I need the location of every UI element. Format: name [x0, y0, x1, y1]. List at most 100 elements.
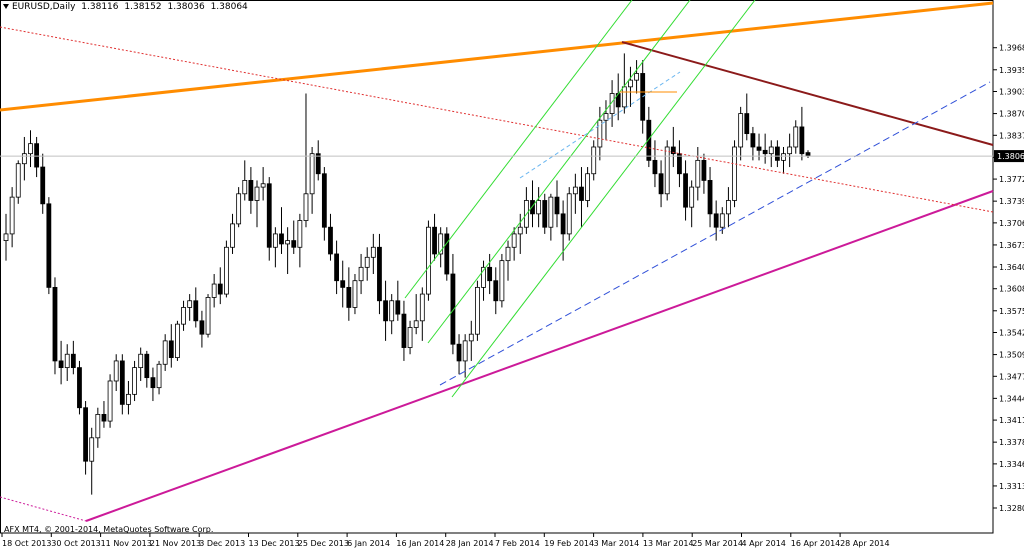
- candle-body: [634, 73, 639, 81]
- candle-body: [762, 149, 768, 155]
- candle-body: [444, 233, 450, 275]
- candle-body: [609, 93, 615, 114]
- candle-body: [468, 333, 474, 342]
- candle-body: [64, 353, 70, 369]
- candle-body: [499, 260, 505, 302]
- candle-body: [450, 273, 456, 345]
- candle-body: [309, 153, 315, 195]
- candle-body: [603, 113, 609, 121]
- candle-body: [726, 200, 731, 215]
- green-channel-middle: [427, 0, 691, 344]
- symbol-label: EURUSD,Daily: [12, 2, 76, 12]
- candle-body: [199, 320, 205, 335]
- candle-body: [658, 173, 664, 195]
- high-value: 1.38152: [124, 2, 162, 12]
- candle-body: [542, 200, 548, 228]
- candle-body: [58, 360, 64, 369]
- candle-body: [126, 393, 131, 405]
- candle-body: [34, 143, 40, 168]
- candle-body: [456, 343, 462, 362]
- candle-body: [395, 300, 401, 315]
- candle-body: [750, 133, 756, 148]
- y-tick-label: 1.39030: [999, 88, 1024, 97]
- candle-body: [181, 307, 186, 325]
- candle-body: [566, 193, 572, 235]
- y-tick-label: 1.35095: [999, 351, 1024, 360]
- brown-trendline: [621, 41, 994, 146]
- candle-body: [303, 193, 309, 221]
- y-tick-label: 1.39355: [999, 66, 1024, 75]
- x-tick-label: 21 Nov 2013: [150, 539, 201, 548]
- candle-body: [83, 407, 88, 462]
- candle-body: [597, 119, 603, 148]
- candle-body: [787, 146, 793, 155]
- candle-body: [799, 126, 805, 155]
- red-dotted-trendline: [0, 26, 994, 213]
- candle-body: [28, 143, 33, 155]
- candle-body: [774, 146, 780, 161]
- candle-body: [664, 146, 670, 195]
- candle-body: [77, 367, 82, 409]
- candle-body: [40, 166, 46, 205]
- x-tick-label: 28 Apr 2014: [840, 539, 889, 548]
- candle-body: [413, 320, 419, 328]
- candle-body: [683, 173, 688, 208]
- candle-body: [475, 286, 480, 335]
- x-tick-label: 7 Feb 2014: [495, 539, 540, 548]
- x-tick-label: 28 Jan 2014: [446, 539, 494, 548]
- candle-body: [297, 220, 303, 248]
- candle-body: [646, 119, 652, 161]
- candle-body: [205, 297, 211, 335]
- x-tick-label: 11 Nov 2013: [101, 539, 152, 548]
- candle-body: [505, 246, 511, 262]
- candle-body: [426, 226, 431, 295]
- candle-body: [230, 223, 235, 248]
- candle-body: [3, 233, 9, 241]
- low-value: 1.38036: [167, 2, 205, 12]
- candle-body: [517, 226, 523, 235]
- x-tick-label: 25 Mar 2014: [692, 539, 743, 548]
- candle-body: [364, 256, 370, 268]
- candle-body: [670, 146, 676, 155]
- candle-body: [548, 196, 554, 228]
- lightblue-dashed-segment: [519, 71, 681, 179]
- y-tick-label: 1.39685: [999, 44, 1024, 53]
- current-price-label: 1.38064: [997, 152, 1024, 161]
- green-channel-lower: [451, 0, 756, 398]
- x-tick-label: 25 Dec 2013: [298, 539, 349, 548]
- y-tick-label: 1.37065: [999, 219, 1024, 228]
- candle-body: [407, 327, 413, 348]
- candle-body: [248, 180, 254, 201]
- y-tick-label: 1.37390: [999, 197, 1024, 206]
- candle-body: [793, 126, 799, 148]
- y-tick-label: 1.36405: [999, 263, 1024, 272]
- open-value: 1.38116: [81, 2, 119, 12]
- candle-body: [272, 233, 278, 248]
- candle-body: [113, 360, 119, 382]
- candle-body: [15, 163, 21, 198]
- candle-body: [432, 226, 437, 255]
- candle-body: [144, 353, 150, 379]
- magenta-dotted-extension: [0, 496, 87, 522]
- candle-body: [242, 180, 248, 195]
- candle-body: [266, 183, 272, 248]
- candle-body: [358, 266, 364, 282]
- candle-body: [438, 233, 444, 255]
- candle-body: [719, 213, 725, 228]
- y-tick-label: 1.33130: [999, 482, 1024, 491]
- candle-body: [572, 186, 578, 195]
- candle-body: [162, 340, 168, 365]
- candle-body: [628, 79, 633, 88]
- dropdown-triangle-icon[interactable]: [3, 4, 9, 9]
- y-tick-label: 1.32800: [999, 504, 1024, 513]
- candle-body: [481, 266, 486, 288]
- candle-body: [383, 300, 388, 322]
- candle-body: [132, 367, 137, 395]
- y-tick-label: 1.33785: [999, 438, 1024, 447]
- y-tick-label: 1.35750: [999, 307, 1024, 316]
- candle-body: [101, 414, 107, 422]
- candle-body: [652, 159, 658, 175]
- candle-body: [285, 240, 291, 245]
